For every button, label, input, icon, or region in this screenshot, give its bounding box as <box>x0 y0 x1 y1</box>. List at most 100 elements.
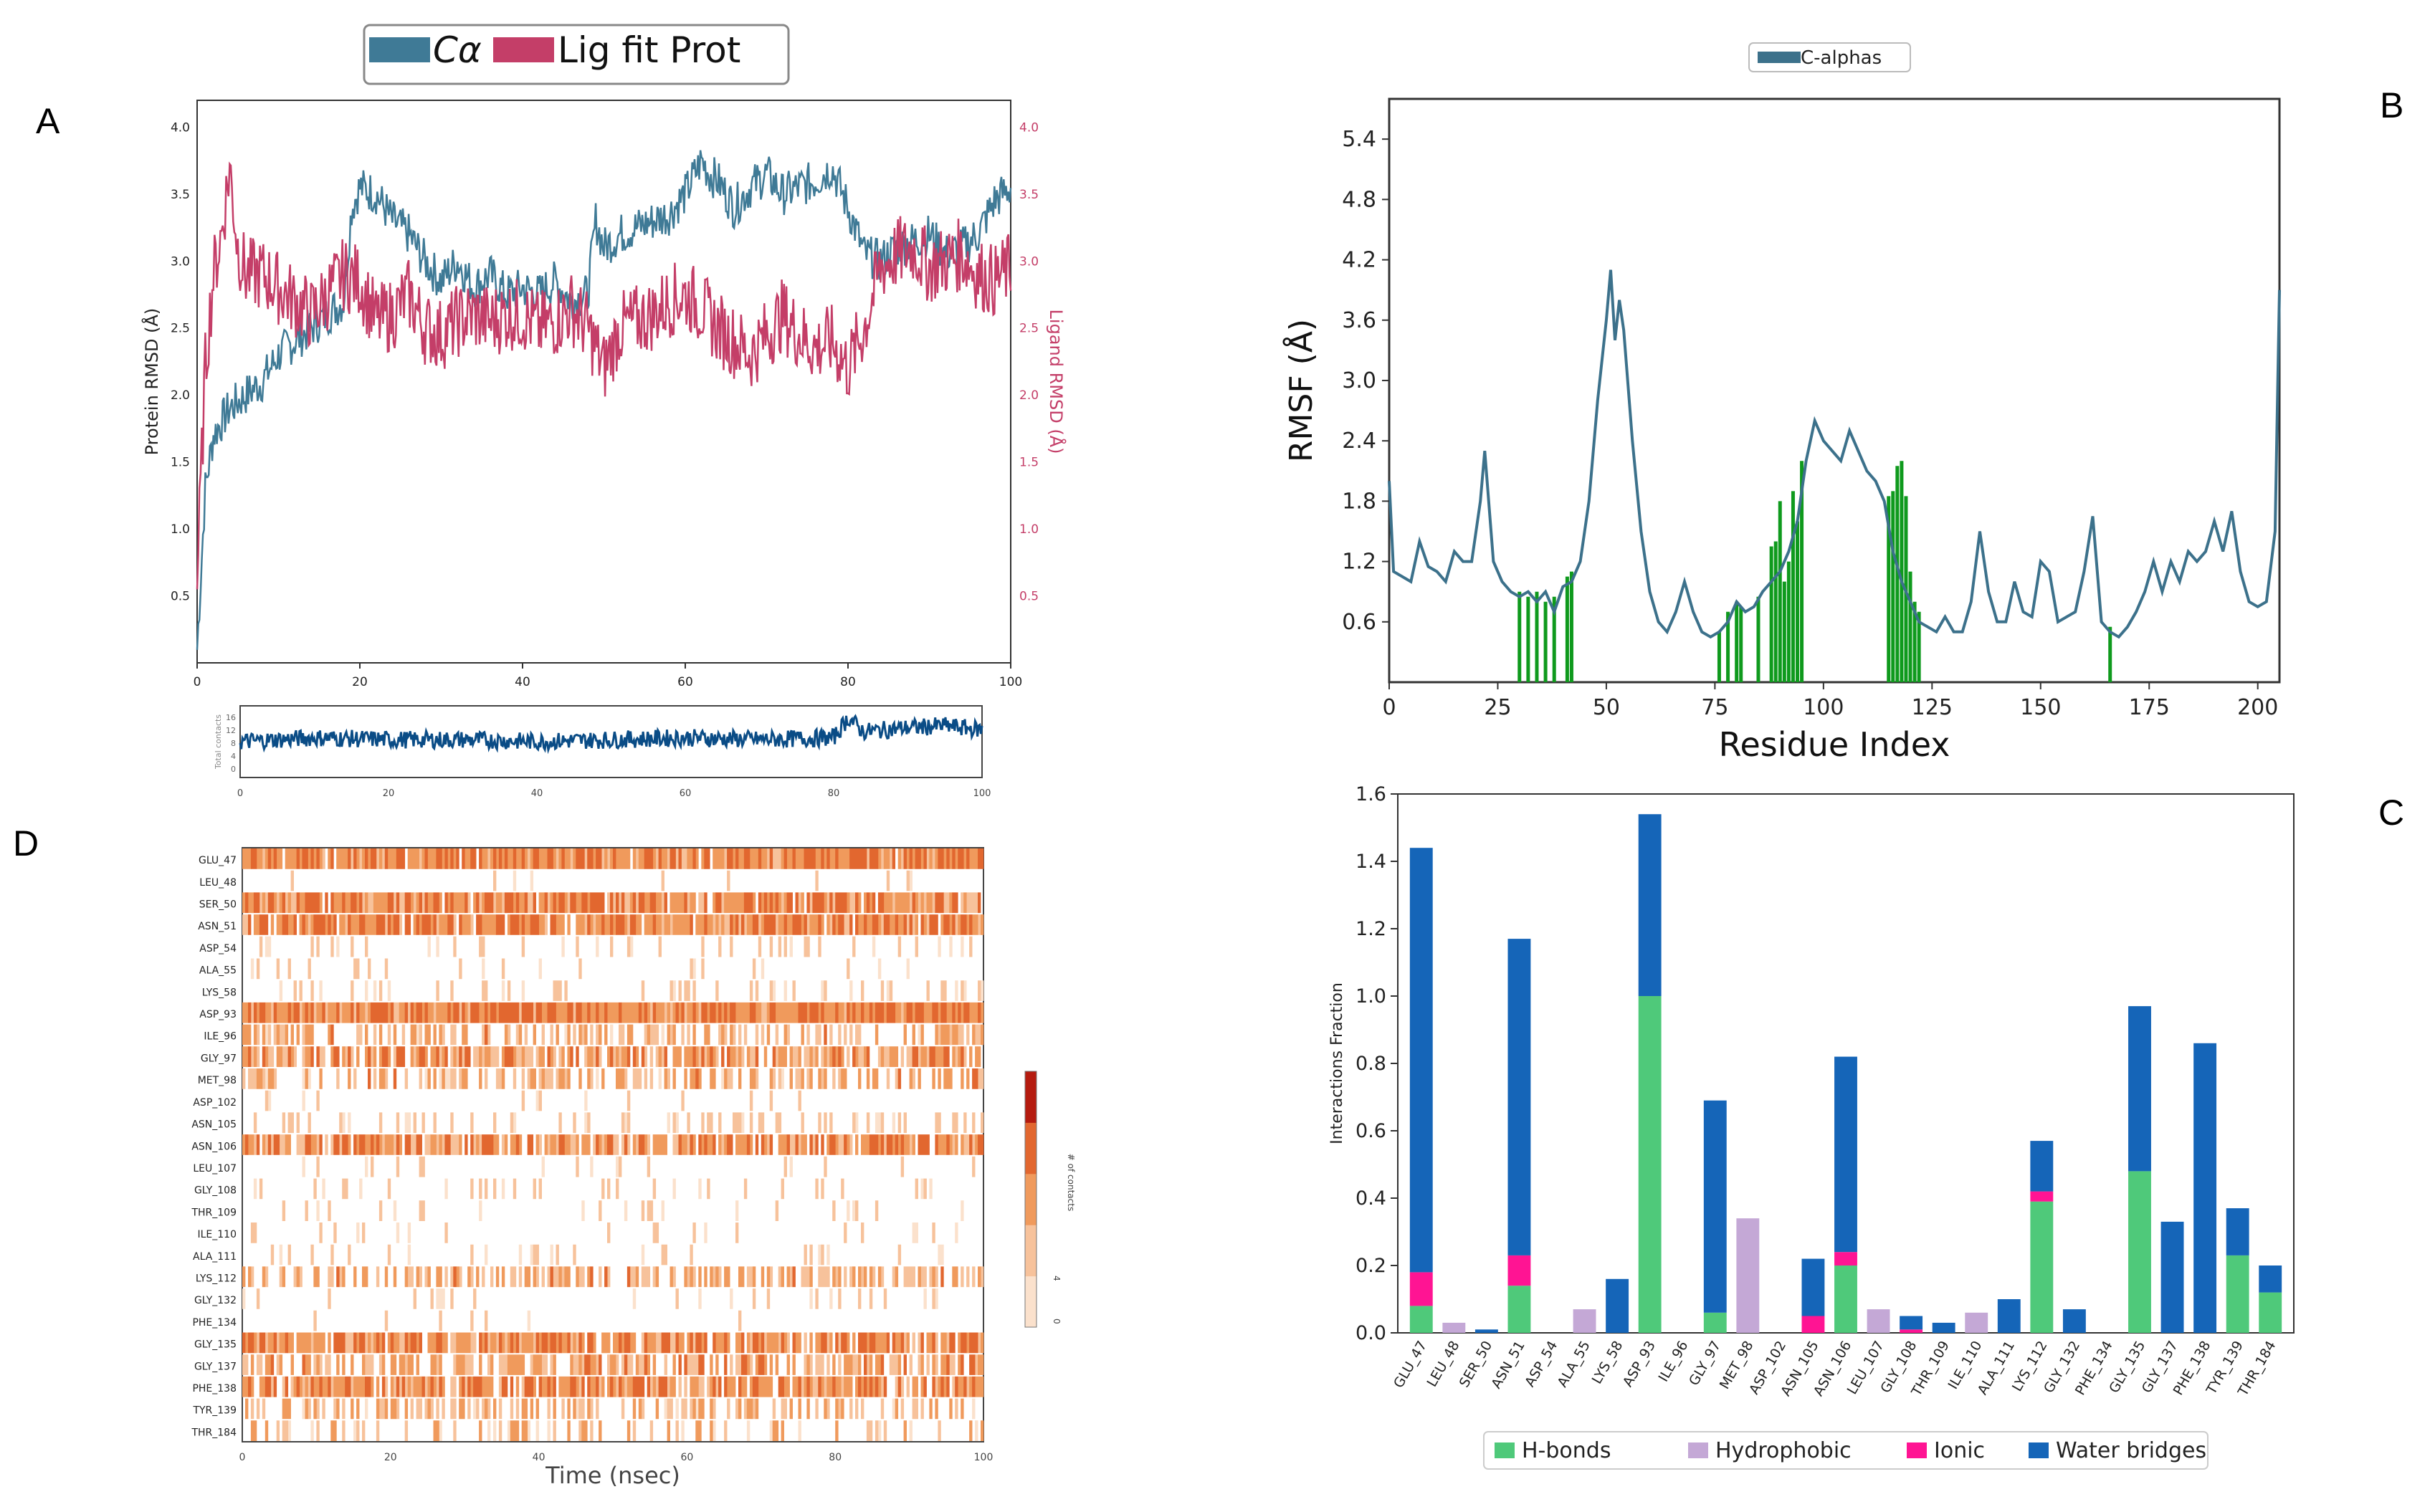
x-tick-label: 80 <box>829 1452 842 1463</box>
heat-cells <box>245 1332 984 1354</box>
x-tick-label: 75 <box>1701 695 1728 720</box>
y-tick-label: 1.2 <box>1355 918 1386 940</box>
x-axis-label: Residue Index <box>1719 725 1950 764</box>
y-tick-label: 5.4 <box>1342 127 1376 152</box>
legend-swatch-ligand <box>493 37 554 62</box>
y-axis-label: RMSF (Å) <box>1282 319 1320 462</box>
y-tick-label-left: 1.0 <box>171 522 190 537</box>
x-tick-label: 40 <box>531 788 543 799</box>
series-rmsf <box>1388 269 2281 639</box>
y-tick-label-right: 1.0 <box>1019 522 1039 537</box>
x-tick-label: GLU_47 <box>1391 1339 1430 1391</box>
y-tick-label: 0.4 <box>1355 1187 1386 1210</box>
bar-ionic <box>1409 1272 1433 1306</box>
heat-cells <box>245 892 981 914</box>
heat-cells <box>250 848 984 869</box>
panel-letter-c: C <box>2378 793 2405 833</box>
heat-cells <box>242 1068 984 1089</box>
row-label: GLU_47 <box>199 855 237 866</box>
x-tick-label: 150 <box>2020 695 2061 720</box>
heat-cells <box>253 1112 984 1134</box>
panel-letter-b: B <box>2380 85 2404 125</box>
heat-cells <box>242 1024 984 1046</box>
colorbar-segment <box>1025 1122 1037 1174</box>
y-tick-label: 1.4 <box>1355 851 1386 873</box>
bar-ionic <box>2030 1191 2054 1202</box>
bar-hydrophobic <box>1965 1312 1988 1333</box>
row-label: THR_109 <box>191 1207 237 1218</box>
row-label: TYR_139 <box>192 1405 237 1417</box>
x-tick-label: 20 <box>383 788 395 799</box>
row-label: GLY_132 <box>194 1295 237 1306</box>
colorbar-segment <box>1025 1276 1037 1328</box>
panel-d-contact-heatmap: GLU_47 LEU_48 SER_50 ASN_51 ASP_54 ALA_55 LYS_… <box>191 847 1076 1489</box>
x-tick-label: 20 <box>384 1452 397 1463</box>
bar-water-bridges <box>1474 1329 1498 1333</box>
heat-cells <box>242 1046 981 1067</box>
heat-cells <box>250 1002 905 1023</box>
heat-cells <box>242 1134 978 1155</box>
y-tick-label: 4.8 <box>1342 187 1376 212</box>
x-tick-label: 175 <box>2129 695 2170 720</box>
y-tick-label-right: 3.0 <box>1019 254 1039 269</box>
legend-box <box>363 24 790 85</box>
row-label: ASP_93 <box>199 1009 237 1020</box>
y-axis-label-left: Protein RMSD (Å) <box>141 308 162 456</box>
legend-swatch-calpha <box>1758 52 1801 63</box>
legend-box <box>1748 42 1911 72</box>
panel-letter-d: D <box>13 823 39 863</box>
series-protein-rmsd <box>196 150 1012 650</box>
heat-cells <box>250 1046 967 1067</box>
x-tick-label: 125 <box>1912 695 1953 720</box>
row-label: ASP_54 <box>199 943 237 954</box>
heat-cells <box>256 1024 981 1046</box>
x-tick-label: 80 <box>840 675 856 689</box>
y-tick-label-right: 2.5 <box>1019 322 1039 336</box>
x-tick-label: 80 <box>828 788 840 799</box>
bar-h-bonds <box>1507 1286 1531 1333</box>
y-tick-label: 0 <box>231 765 236 774</box>
legend-box <box>1483 1431 2209 1470</box>
y-tick-label: 1.0 <box>1355 985 1386 1008</box>
bar-h-bonds <box>1638 996 1662 1333</box>
legend-label: H-bonds <box>1522 1438 1611 1463</box>
x-tick-label: 100 <box>973 788 991 799</box>
bar-water-bridges <box>2259 1265 2282 1293</box>
row-label: LEU_48 <box>199 877 237 889</box>
heat-cells <box>256 958 850 980</box>
row-label: ILE_96 <box>204 1031 237 1043</box>
y-tick-label: 0.0 <box>1355 1322 1386 1344</box>
row-label: SER_50 <box>199 899 237 911</box>
y-tick-label: 4 <box>231 752 236 761</box>
x-tick-label: 100 <box>1803 695 1844 720</box>
row-label: GLY_97 <box>201 1053 237 1064</box>
heat-cells <box>248 1376 976 1397</box>
bar-water-bridges <box>1900 1316 1923 1330</box>
bar-water-bridges <box>2160 1221 2184 1333</box>
bar-ionic <box>1834 1252 1857 1265</box>
bar-water-bridges <box>2030 1141 2054 1192</box>
panel-b-rmsf: C-alphas 0 25 50 75 100 125 150 175 200 0.6 1.2 1.8 2… <box>1282 42 2281 764</box>
row-label: MET_98 <box>198 1075 237 1086</box>
y-tick-label-left: 3.5 <box>171 188 190 202</box>
row-label: GLY_108 <box>194 1185 237 1197</box>
series-ligand-rmsd <box>196 161 1012 590</box>
legend-label-protein: Cα <box>433 29 482 71</box>
y-axis-label-right: Ligand RMSD (Å) <box>1046 310 1067 454</box>
bar-h-bonds <box>1834 1265 1857 1333</box>
row-label: LYS_58 <box>202 987 237 998</box>
y-tick-label: 8 <box>231 739 236 748</box>
colorbar-tick: 4 <box>1052 1276 1062 1281</box>
y-tick-label: 12 <box>226 726 236 735</box>
panel-letter-a: A <box>36 101 60 141</box>
y-tick-label: 3.6 <box>1342 308 1376 333</box>
colorbar-segment <box>1025 1173 1037 1225</box>
heat-cells <box>242 848 978 869</box>
x-axis-label: Time (nsec) <box>545 1462 680 1489</box>
row-label: ASN_106 <box>191 1141 237 1152</box>
y-tick-label-right: 4.0 <box>1019 120 1039 135</box>
bar-h-bonds <box>1703 1312 1727 1333</box>
y-tick-label: 4.2 <box>1342 248 1376 273</box>
x-tick-label: 60 <box>680 1452 693 1463</box>
legend-swatch <box>2029 1442 2049 1458</box>
